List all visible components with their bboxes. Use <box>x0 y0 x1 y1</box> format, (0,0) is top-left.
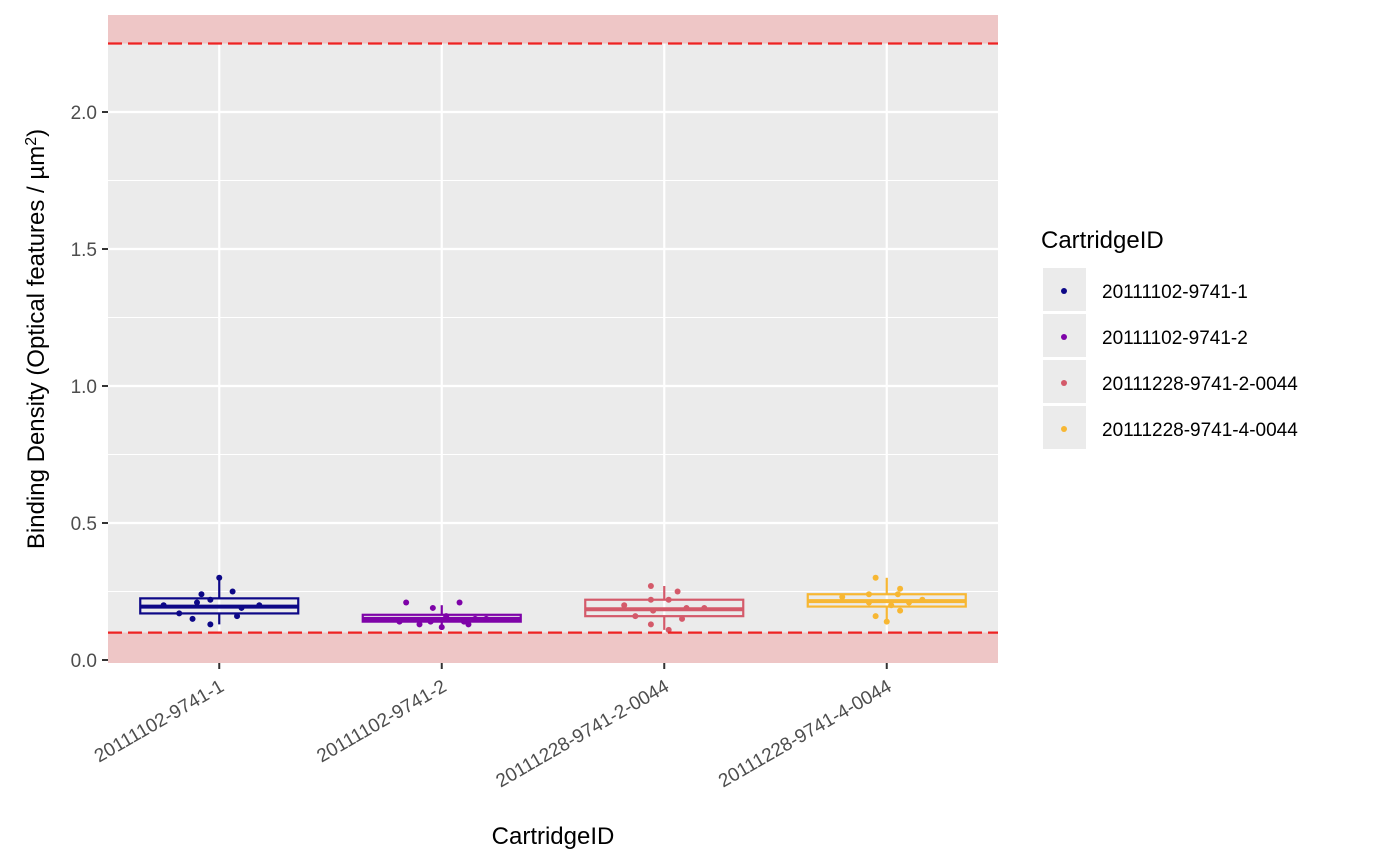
legend-label: 20111228-9741-2-0044 <box>1102 374 1298 395</box>
data-point <box>465 621 472 628</box>
data-point <box>194 599 200 606</box>
y-tick-label: 0.0 <box>71 651 97 672</box>
data-point <box>483 615 490 622</box>
data-point <box>888 602 895 609</box>
upper-threshold-band <box>108 15 998 44</box>
data-point <box>160 602 167 609</box>
data-point <box>198 591 205 598</box>
data-point <box>621 602 628 609</box>
box-group <box>361 599 522 631</box>
legend-item: 20111228-9741-4-0044 <box>1043 406 1298 449</box>
lower-threshold-band <box>108 632 998 663</box>
threshold-bands <box>108 15 998 663</box>
data-point <box>189 615 196 622</box>
data-point <box>894 591 901 598</box>
data-point <box>472 615 479 622</box>
data-point <box>429 604 436 611</box>
legend-label: 20111228-9741-4-0044 <box>1102 420 1298 441</box>
x-axis-title: CartridgeID <box>492 823 615 850</box>
data-point <box>416 621 423 628</box>
legend-item: 20111228-9741-2-0044 <box>1043 360 1298 403</box>
data-point <box>897 607 904 614</box>
legend-item: 20111102-9741-2 <box>1043 314 1248 357</box>
data-point <box>216 574 223 581</box>
y-tick-label: 2.0 <box>71 103 97 124</box>
plot-background <box>108 15 998 663</box>
data-point <box>701 604 708 611</box>
box-marks <box>139 574 967 633</box>
data-point <box>665 626 672 633</box>
data-point <box>396 618 403 625</box>
gridlines <box>108 15 998 663</box>
data-point <box>650 607 657 614</box>
data-point <box>872 613 879 620</box>
data-point <box>403 599 410 606</box>
legend-item: 20111102-9741-1 <box>1043 268 1248 311</box>
data-point <box>443 613 450 620</box>
data-point <box>647 583 654 590</box>
y-tick-label: 1.5 <box>71 240 97 261</box>
data-point <box>461 618 467 625</box>
data-point <box>647 596 654 603</box>
x-tick-label: 20111102-9741-1 <box>91 676 228 767</box>
data-point <box>176 610 183 617</box>
data-point <box>632 613 639 620</box>
legend-label: 20111102-9741-2 <box>1102 328 1248 349</box>
box-group <box>584 583 745 633</box>
data-point <box>207 621 214 628</box>
data-point <box>865 591 872 598</box>
data-point <box>839 593 846 600</box>
box-group <box>806 574 967 625</box>
y-axis-title-superscript: 2 <box>23 137 40 146</box>
legend-dot <box>1061 288 1067 294</box>
legend-dot <box>1061 426 1067 432</box>
data-point <box>647 621 654 628</box>
data-point <box>207 596 214 603</box>
data-point <box>665 596 672 603</box>
legend-dot <box>1061 334 1067 340</box>
threshold-lines <box>108 42 998 634</box>
x-tick-label: 20111228-9741-2-0044 <box>493 676 673 792</box>
box-group <box>139 574 300 628</box>
y-tick-label: 1.0 <box>71 377 97 398</box>
data-point <box>674 588 681 595</box>
data-point <box>456 599 463 606</box>
legend: CartridgeID 20111102-9741-1 20111102-9741… <box>1041 227 1298 449</box>
data-point <box>906 599 912 606</box>
data-point <box>679 615 686 622</box>
data-point <box>897 585 904 592</box>
y-axis-title: Binding Density (Optical features / µm2) <box>23 129 51 549</box>
y-tick-label: 0.5 <box>71 514 97 535</box>
data-point <box>234 613 241 620</box>
data-point <box>683 604 690 611</box>
x-tick-label: 20111102-9741-2 <box>313 676 450 767</box>
data-point <box>883 618 890 625</box>
data-point <box>919 596 926 603</box>
y-axis-title-main: Binding Density (Optical features / µm <box>23 146 50 549</box>
legend-label: 20111102-9741-1 <box>1102 282 1248 303</box>
data-point <box>238 604 245 611</box>
data-point <box>229 588 236 595</box>
data-point <box>256 602 263 609</box>
legend-title: CartridgeID <box>1041 227 1164 254</box>
data-point <box>427 618 434 625</box>
data-point <box>438 624 445 631</box>
y-axis-title-suffix: ) <box>23 129 50 137</box>
x-tick-label: 20111228-9741-4-0044 <box>715 676 895 792</box>
data-point <box>872 574 879 581</box>
legend-dot <box>1061 380 1067 386</box>
data-point <box>865 599 872 606</box>
